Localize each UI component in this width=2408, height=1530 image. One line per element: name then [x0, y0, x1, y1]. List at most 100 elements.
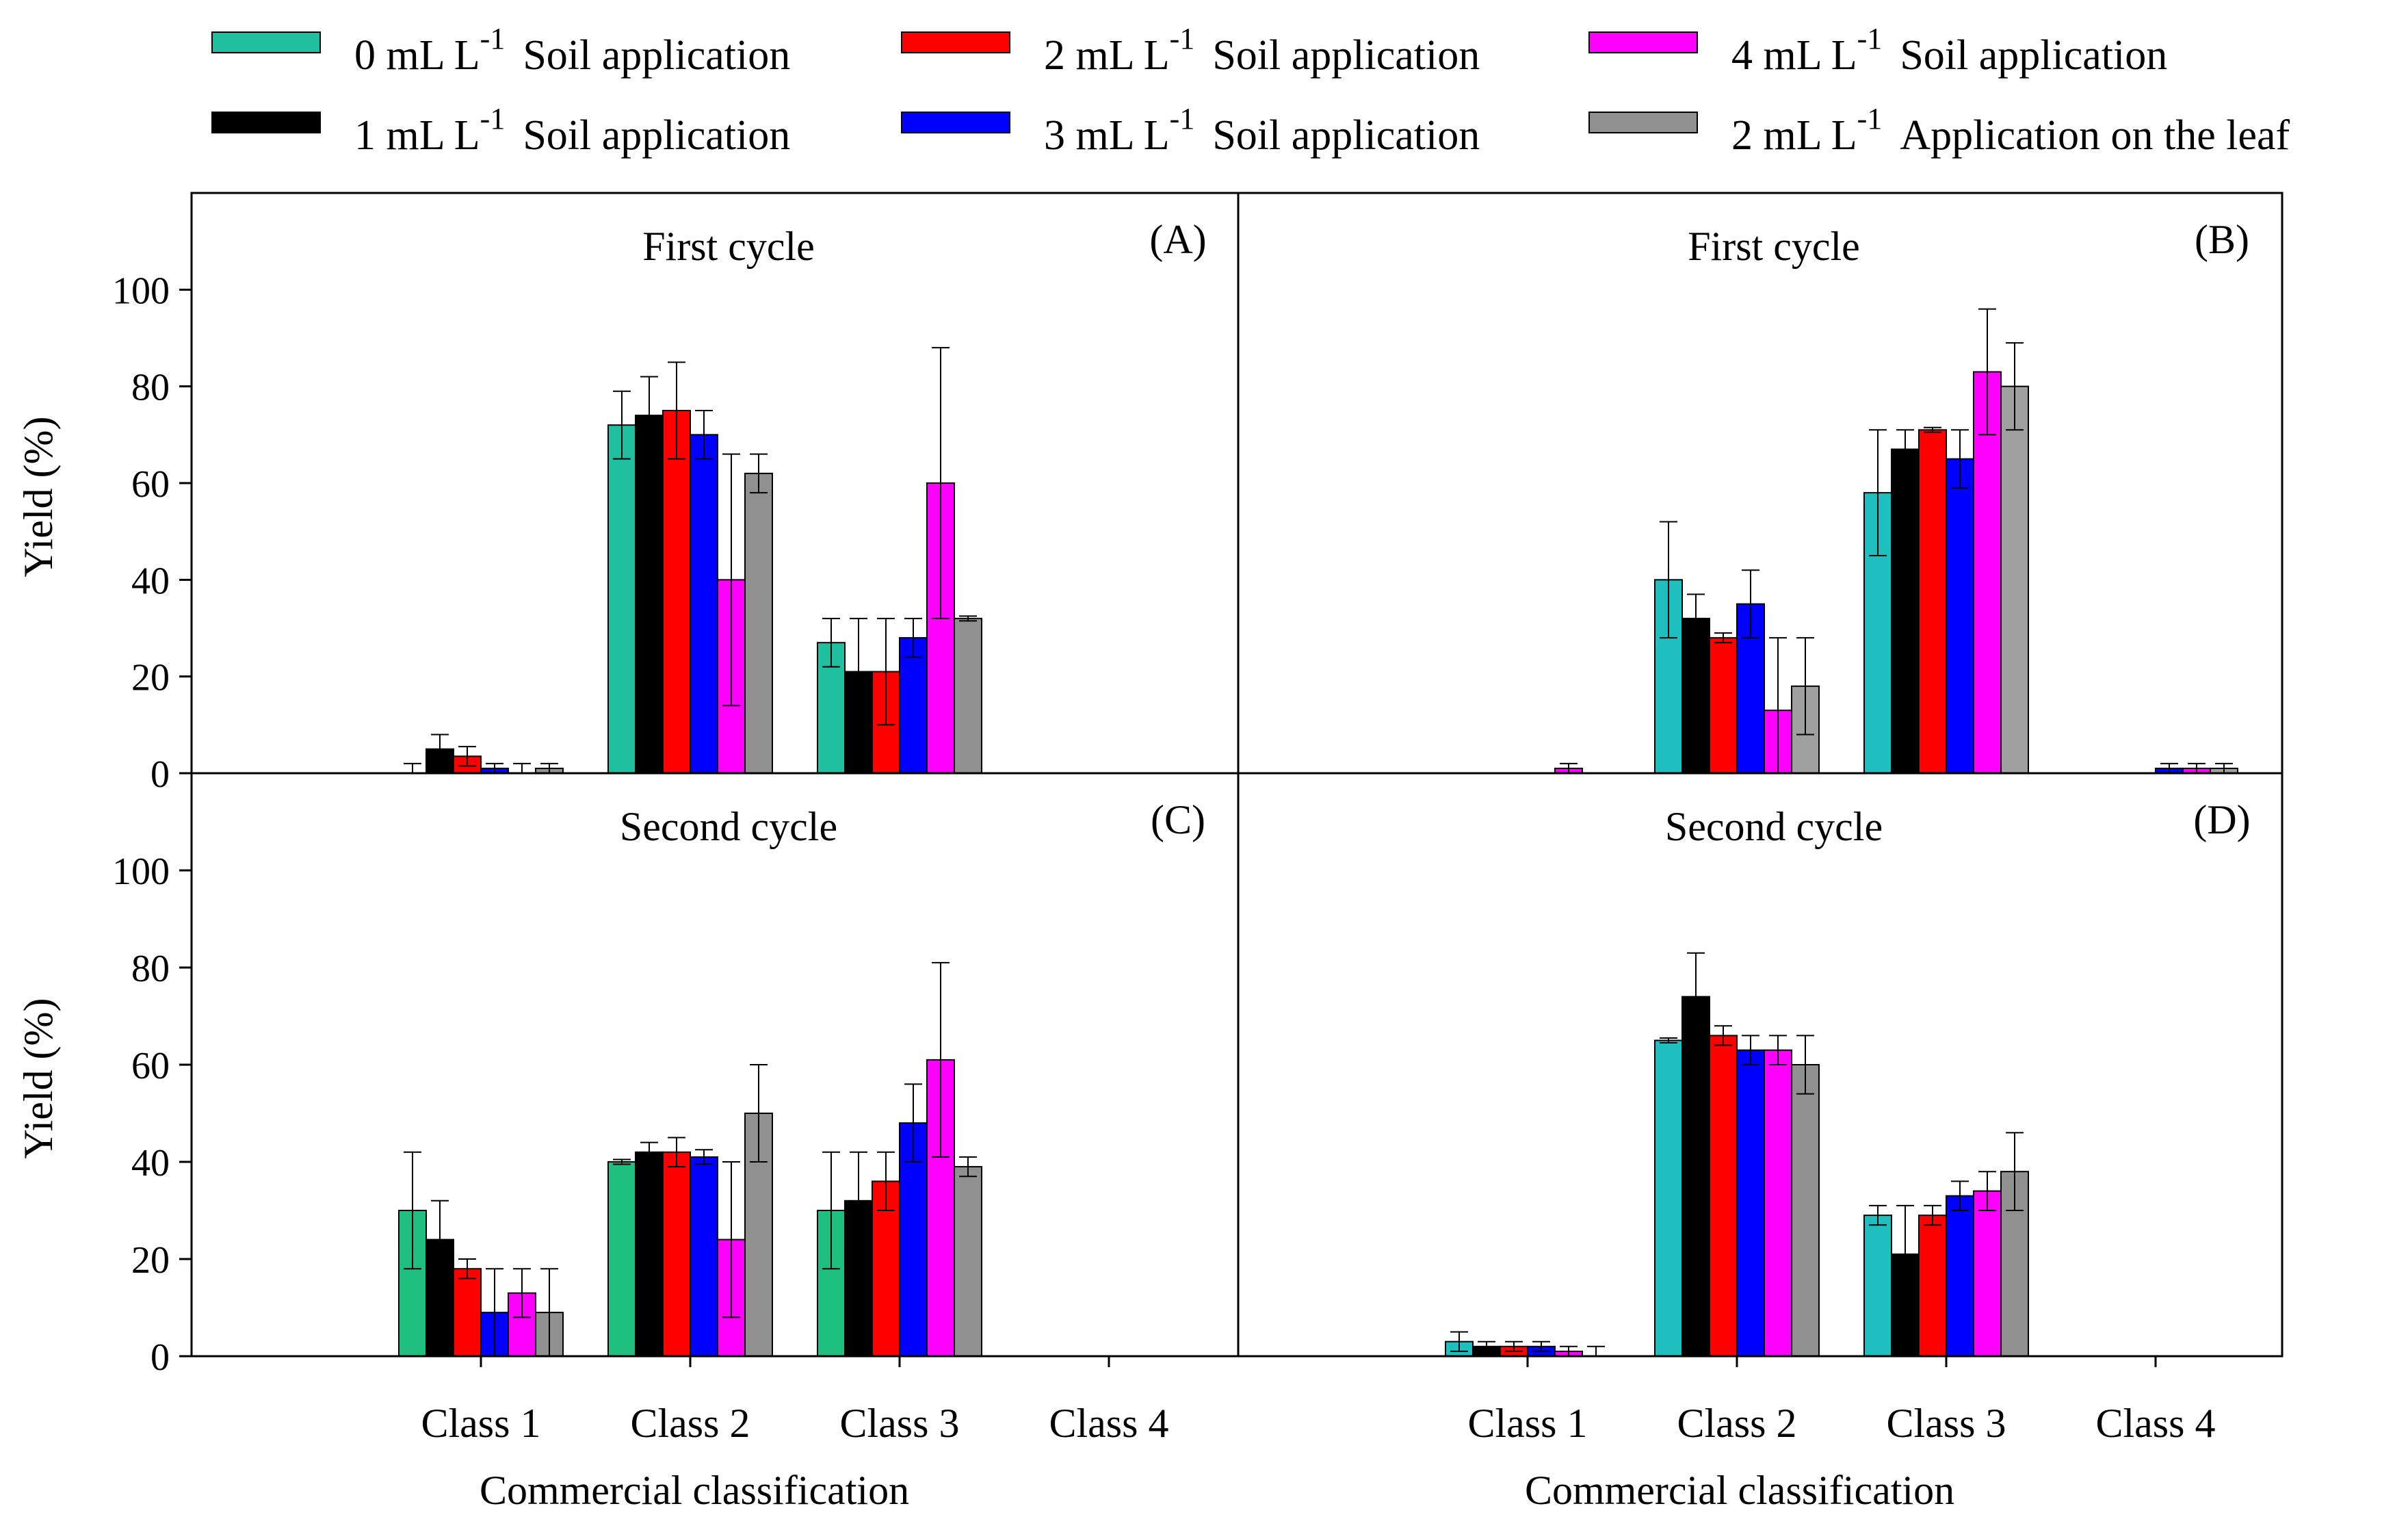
panel-title: Second cycle — [620, 804, 837, 849]
legend-swatch — [901, 112, 1010, 133]
x-tick-label: Class 2 — [1677, 1401, 1796, 1446]
bar — [1736, 1049, 1765, 1357]
x-tick-label: Class 1 — [1467, 1401, 1587, 1446]
bar — [1946, 1195, 1974, 1357]
bar — [1764, 1049, 1792, 1357]
legend-exponent: -1 — [480, 102, 506, 135]
chart-panels: 0 20 40 60 80 100 Yield (%) First cycle (A) First… — [16, 192, 2283, 1513]
legend-exponent: -1 — [1170, 102, 1195, 135]
legend-exponent: -1 — [1857, 102, 1883, 135]
y-axis-label: Yield (%) — [16, 417, 61, 578]
bar — [607, 424, 636, 774]
legend-dose: 4 mL L — [1731, 32, 1857, 79]
bar — [453, 1268, 482, 1357]
bar — [635, 1151, 664, 1358]
panel-title: First cycle — [642, 224, 815, 269]
y-tick-label: 20 — [131, 657, 170, 699]
bar — [899, 637, 928, 775]
legend-swatch — [901, 31, 1010, 53]
legend-exponent: -1 — [1857, 22, 1883, 55]
y-tick-label: 60 — [131, 1045, 170, 1087]
legend-dose: 1 mL L — [354, 112, 480, 159]
legend-dose: 2 mL L — [1731, 112, 1857, 159]
legend-method: Soil application — [523, 32, 790, 79]
legend-item: 2 mL L-1 Soil application — [901, 22, 1480, 79]
bar — [1918, 1215, 1947, 1357]
legend-method: Soil application — [1212, 32, 1480, 79]
legend-item: 1 mL L-1 Soil application — [211, 102, 790, 159]
bar — [1791, 1064, 1820, 1357]
y-tick-label: 0 — [150, 1336, 170, 1379]
bar — [1654, 1039, 1683, 1357]
y-tick-label: 80 — [131, 367, 170, 409]
legend-method: Soil application — [1900, 32, 2167, 79]
bar — [1891, 448, 1920, 774]
y-tick-label: 60 — [131, 463, 170, 506]
legend-dose: 3 mL L — [1044, 112, 1170, 159]
panel-letter: (B) — [2195, 217, 2249, 262]
legend-dose: 0 mL L — [354, 32, 480, 79]
y-tick-label: 100 — [112, 851, 170, 893]
panel-letter: (D) — [2193, 797, 2250, 842]
panel-title: Second cycle — [1665, 804, 1883, 849]
x-tick-label: Class 4 — [2095, 1401, 2215, 1446]
legend-swatch — [1588, 31, 1698, 53]
plot-frame — [1237, 772, 2283, 1358]
bar — [662, 1151, 691, 1358]
bar — [662, 410, 691, 774]
y-tick-label: 20 — [131, 1239, 170, 1282]
legend-item: 0 mL L-1 Soil application — [211, 22, 790, 79]
legend-swatch — [1588, 112, 1698, 133]
bar — [1709, 1035, 1738, 1358]
y-tick-label: 0 — [150, 753, 170, 796]
bar — [1863, 1215, 1892, 1357]
y-tick-label: 40 — [131, 1142, 170, 1184]
y-tick-label: 80 — [131, 948, 170, 990]
panel-d: Second cycle (D) Class 1 Class 2 Class 3 Clas… — [1237, 772, 2283, 1513]
panel-letter: (A) — [1149, 217, 1206, 262]
x-tick-label: Class 1 — [421, 1401, 540, 1446]
legend-item: 4 mL L-1 Soil application — [1588, 22, 2167, 79]
x-axis-label: Commercial classification — [1525, 1468, 1954, 1513]
legend-method: Soil application — [523, 112, 790, 159]
bar — [635, 415, 664, 774]
legend-label: 0 mL L-1 Soil application — [354, 22, 790, 79]
panel-title: First cycle — [1688, 224, 1860, 269]
panel-letter: (C) — [1151, 797, 1205, 842]
bar — [1946, 458, 1974, 775]
bar — [1973, 1190, 2002, 1357]
legend-label: 1 mL L-1 Soil application — [354, 102, 790, 159]
legend-swatch — [211, 31, 321, 53]
y-tick-label: 40 — [131, 560, 170, 602]
bar — [2000, 385, 2029, 774]
legend-exponent: -1 — [1170, 22, 1195, 55]
bar — [1918, 429, 1947, 774]
legend-method: Application on the leaf — [1900, 112, 2290, 159]
legend-item: 3 mL L-1 Soil application — [901, 102, 1480, 159]
legend-dose: 2 mL L — [1044, 32, 1170, 79]
legend-label: 2 mL L-1 Soil application — [1044, 22, 1480, 79]
x-tick-label: Class 2 — [630, 1401, 750, 1446]
x-tick-label: Class 4 — [1049, 1401, 1168, 1446]
bar — [1681, 996, 1710, 1357]
bar — [954, 617, 982, 774]
legend-swatch — [211, 112, 321, 133]
x-axis-label: Commercial classification — [480, 1468, 909, 1513]
bar — [690, 1156, 718, 1358]
x-tick-label: Class 3 — [1886, 1401, 2006, 1446]
bar — [690, 434, 718, 774]
legend-label: 3 mL L-1 Soil application — [1044, 102, 1480, 159]
y-axis-label: Yield (%) — [16, 998, 61, 1159]
panel-c: 0 20 40 60 80 100 Yield (%) Second cycle (C) Clas… — [16, 772, 1240, 1513]
panel-a: 0 20 40 60 80 100 Yield (%) First cycle (A) — [16, 192, 1240, 796]
legend-label: 2 mL L-1 Application on the leaf — [1731, 102, 2290, 159]
y-tick-label: 100 — [112, 270, 170, 312]
legend-method: Soil application — [1212, 112, 1480, 159]
bar — [508, 1292, 536, 1357]
x-tick-label: Class 3 — [839, 1401, 959, 1446]
legend-exponent: -1 — [480, 22, 506, 55]
panel-b: First cycle (B) — [1237, 192, 2283, 775]
bar — [607, 1161, 636, 1357]
